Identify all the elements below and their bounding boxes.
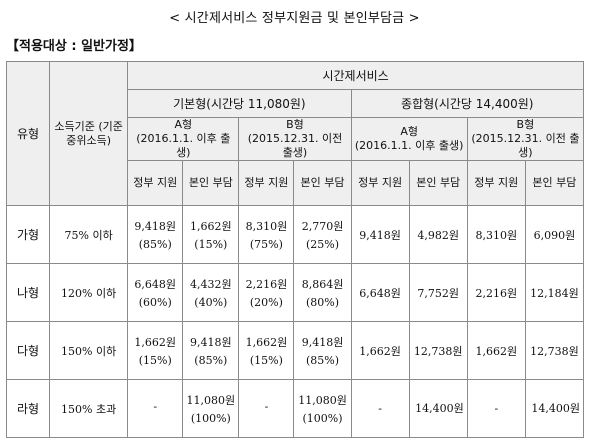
row-income: 150% 이하 xyxy=(49,321,129,380)
cell-basic-b-gov: - xyxy=(238,379,295,438)
cell-combined-b-gov: - xyxy=(466,379,526,438)
cell-combined-a-gov: - xyxy=(350,379,410,438)
header-basic-a: A형 (2016.1.1. 이후 출생) xyxy=(127,117,240,161)
header-gov-support: 정부 지원 xyxy=(350,160,410,206)
cell-basic-a-self: 4,432원 (40%) xyxy=(182,263,240,322)
cell-basic-b-gov: 8,310원 (75%) xyxy=(238,205,295,264)
b-type-condition: (2015.12.31. 이전 출생) xyxy=(471,132,580,159)
table-row: 라형 150% 초과 - 11,080원 (100%) - 11,080원 (100… xyxy=(5,379,585,438)
cell-basic-b-gov: 2,216원 (20%) xyxy=(238,263,295,322)
row-type: 나형 xyxy=(5,263,51,322)
cell-combined-a-self: 4,982원 xyxy=(408,205,468,264)
header-gov-support: 정부 지원 xyxy=(238,160,295,206)
cell-combined-b-self: 14,400원 xyxy=(524,379,585,438)
cell-basic-a-gov: - xyxy=(127,379,184,438)
cell-combined-a-gov: 1,662원 xyxy=(350,321,410,380)
cell-combined-b-gov: 8,310원 xyxy=(466,205,526,264)
b-type-condition: (2015.12.31. 이전 출생) xyxy=(247,132,343,159)
cell-combined-a-gov: 6,648원 xyxy=(350,263,410,322)
section-subtitle: 【적용대상 : 일반가정】 xyxy=(6,39,142,54)
a-type-label: A형 xyxy=(400,125,418,138)
cell-combined-a-self: 14,400원 xyxy=(408,379,468,438)
cell-basic-b-self: 2,770원 (25%) xyxy=(293,205,352,264)
cell-basic-a-self: 1,662원 (15%) xyxy=(182,205,240,264)
header-service: 시간제서비스 xyxy=(127,61,584,90)
cell-basic-a-gov: 6,648원 (60%) xyxy=(127,263,184,322)
cell-combined-b-self: 12,738원 xyxy=(524,321,585,380)
header-self-pay: 본인 부담 xyxy=(408,160,468,206)
cell-combined-b-gov: 2,216원 xyxy=(466,263,526,322)
b-type-label: B형 xyxy=(516,118,535,132)
header-combined-b: B형 (2015.12.31. 이전 출생) xyxy=(466,117,585,161)
cell-basic-a-self: 11,080원 (100%) xyxy=(182,379,240,438)
row-income: 75% 이하 xyxy=(49,205,129,264)
header-self-pay: 본인 부담 xyxy=(293,160,352,206)
header-gov-support: 정부 지원 xyxy=(127,160,184,206)
cell-combined-a-gov: 9,418원 xyxy=(350,205,410,264)
cell-basic-b-self: 8,864원 (80%) xyxy=(293,263,352,322)
cell-combined-b-self: 12,184원 xyxy=(524,263,585,322)
a-type-label: A형 xyxy=(174,118,193,132)
row-income: 150% 초과 xyxy=(49,379,129,438)
cell-combined-b-gov: 1,662원 xyxy=(466,321,526,380)
cell-combined-b-self: 6,090원 xyxy=(524,205,585,264)
cell-basic-a-gov: 9,418원 (85%) xyxy=(127,205,184,264)
header-basic: 기본형(시간당 11,080원) xyxy=(127,89,352,118)
header-basic-b: B형 (2015.12.31. 이전 출생) xyxy=(238,117,352,161)
a-type-condition: (2016.1.1. 이후 출생) xyxy=(354,139,464,152)
row-type: 가형 xyxy=(5,205,51,264)
cell-combined-a-self: 7,752원 xyxy=(408,263,468,322)
a-type-condition: (2016.1.1. 이후 출생) xyxy=(136,132,231,159)
cell-basic-a-self: 9,418원 (85%) xyxy=(182,321,240,380)
row-income: 120% 이하 xyxy=(49,263,129,322)
row-type: 라형 xyxy=(5,379,51,438)
table-row: 가형 75% 이하 9,418원 (85%) 1,662원 (15%) 8,310원… xyxy=(5,205,585,264)
header-gov-support: 정부 지원 xyxy=(466,160,526,206)
header-self-pay: 본인 부담 xyxy=(524,160,585,206)
header-combined: 종합형(시간당 14,400원) xyxy=(350,89,585,118)
cell-combined-a-self: 12,738원 xyxy=(408,321,468,380)
b-type-label: B형 xyxy=(286,118,304,132)
table-row: 다형 150% 이하 1,662원 (15%) 9,418원 (85%) 1,662… xyxy=(5,321,585,380)
table-row: 나형 120% 이하 6,648원 (60%) 4,432원 (40%) 2,216… xyxy=(5,263,585,322)
header-self-pay: 본인 부담 xyxy=(182,160,240,206)
row-type: 다형 xyxy=(5,321,51,380)
header-type: 유형 xyxy=(5,61,51,206)
header-combined-a: A형 (2016.1.1. 이후 출생) xyxy=(350,117,468,161)
header-income: 소득기준 (기준 중위소득) xyxy=(49,61,129,206)
cell-basic-b-self: 11,080원 (100%) xyxy=(293,379,352,438)
page-title: < 시간제서비스 정부지원금 및 본인부담금 > xyxy=(169,11,420,26)
cell-basic-a-gov: 1,662원 (15%) xyxy=(127,321,184,380)
cell-basic-b-gov: 1,662원 (15%) xyxy=(238,321,295,380)
cell-basic-b-self: 9,418원 (85%) xyxy=(293,321,352,380)
subsidy-table: 유형 소득기준 (기준 중위소득) 시간제서비스 기본형(시간당 11,080원… xyxy=(5,61,585,438)
